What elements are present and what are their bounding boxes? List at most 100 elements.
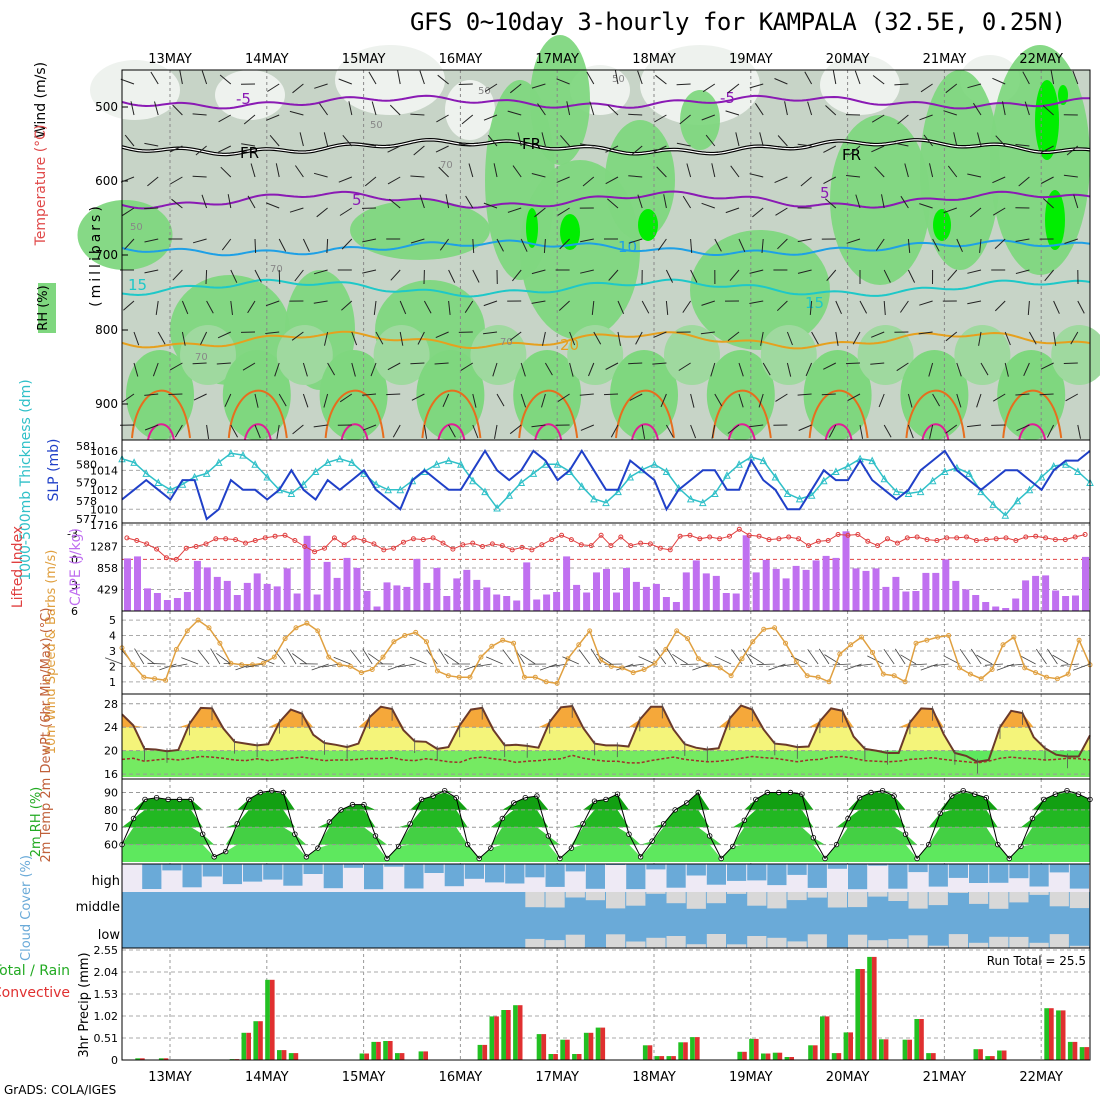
wind-barb-10m <box>539 663 558 671</box>
wind-barb <box>653 145 667 153</box>
thickness-point <box>928 476 937 485</box>
ylabel-slp: SLP (mb) <box>46 438 62 501</box>
wind-barb-10m <box>321 663 340 668</box>
slp-line <box>121 449 1091 521</box>
isotherm-plus25 <box>1002 389 1063 439</box>
thickness-point <box>517 478 526 486</box>
wind-barb <box>169 362 183 371</box>
wind-barb-10m <box>894 648 906 665</box>
wind-barb <box>1004 331 1011 346</box>
wind-barb-10m <box>943 655 960 665</box>
wind-barb <box>172 104 183 116</box>
cape-bar <box>573 584 581 611</box>
wind-barb <box>945 424 958 434</box>
wind-barb <box>399 300 407 315</box>
wind-barb-10m <box>1047 648 1058 665</box>
ylabel-cape: CAPE (J/kg) <box>68 528 84 606</box>
wind-barb <box>1024 101 1030 116</box>
cloud-high-bar <box>404 864 424 889</box>
wind-barb-10m <box>463 663 482 671</box>
boundary-layer-moist <box>760 325 817 385</box>
wind-barb <box>221 238 232 251</box>
wind-barb <box>294 269 304 282</box>
ylabel-wind: Wind (m/s) <box>33 62 49 138</box>
wind-barb-10m <box>197 649 210 665</box>
wind-barb <box>483 331 498 335</box>
wind-barb <box>254 238 257 254</box>
cape-bar <box>563 556 571 611</box>
wind-barb <box>752 207 764 218</box>
wind-barb <box>929 424 934 439</box>
wind-barb <box>362 269 377 274</box>
cloud-mid-gap <box>706 892 726 904</box>
cloud-low-gap <box>848 934 868 948</box>
wind-barb <box>410 362 425 365</box>
cloud-mid-gap <box>928 892 948 906</box>
ylabel-millibars: (millibars) <box>88 203 104 307</box>
cape-bar <box>1012 598 1020 611</box>
wind-barb-10m <box>562 656 579 665</box>
wind-barb-10m <box>756 663 775 666</box>
precip-convective-bar <box>269 979 275 1060</box>
wind-barb <box>608 269 619 281</box>
wind-barb <box>846 175 861 178</box>
wind-barb-10m <box>311 663 329 671</box>
precip-total-bar <box>973 1049 979 1060</box>
slp-tick-label: 1014 <box>90 464 118 477</box>
wind-barb <box>1077 300 1085 314</box>
cape-bar <box>413 558 421 611</box>
wind-barb <box>439 238 450 251</box>
wind-barb <box>242 362 256 371</box>
wind-barb <box>945 83 958 94</box>
cape-bar <box>972 595 980 611</box>
wind-barb <box>1016 424 1030 432</box>
wind-barb <box>397 70 401 85</box>
wind-barb <box>531 83 546 89</box>
li-point <box>134 538 140 543</box>
cloud-mid-gap <box>747 892 767 906</box>
wind-barb-10m <box>181 657 199 665</box>
wind-barb <box>227 194 232 209</box>
precip-tick-label: 1.02 <box>94 1010 119 1023</box>
li-point <box>341 542 347 548</box>
boundary-layer-moist <box>997 350 1066 440</box>
cape-bar <box>463 569 471 611</box>
wind-barb <box>157 331 166 345</box>
wind-barb <box>274 362 280 377</box>
contour-label: 50 <box>478 86 491 97</box>
contour-label: 50 <box>612 74 625 85</box>
wind-barb <box>152 362 159 377</box>
boundary-layer-moist <box>706 350 775 440</box>
wind-barb <box>265 300 280 307</box>
wind-barb-10m <box>520 653 536 665</box>
wind-barb <box>531 269 546 275</box>
wind-barb <box>605 145 619 153</box>
wind-barb <box>1022 71 1030 85</box>
wind-barb <box>797 143 812 147</box>
wind-barb <box>631 145 643 156</box>
isotherm-plus25 <box>421 389 482 439</box>
precip-total-bar <box>820 1016 825 1060</box>
cloud-high-bar <box>283 864 303 886</box>
wind-speed-line <box>121 619 1091 685</box>
wind-barb <box>174 424 183 438</box>
wind-barb <box>537 103 546 116</box>
wind-barb <box>122 207 135 217</box>
cape-bar <box>712 575 720 611</box>
precip-convective-bar <box>824 1016 830 1060</box>
thickness-point <box>771 472 780 481</box>
cape-tick-label: 1716 <box>90 519 118 532</box>
wind-barb <box>956 393 962 408</box>
wind-barb <box>804 71 813 85</box>
wind-barb <box>580 424 594 431</box>
isotherm-plus25 <box>711 389 772 439</box>
precip-tick-label: 0.51 <box>94 1032 119 1045</box>
wind-barb <box>738 393 744 408</box>
precip-total-bar <box>678 1042 683 1060</box>
wind-tick-label: 1 <box>109 676 116 689</box>
wind-barb <box>654 114 667 123</box>
wind-barb <box>676 142 691 147</box>
isotherm-plus30 <box>147 423 175 441</box>
wind-barb-10m <box>844 663 862 671</box>
thickness-point <box>1001 511 1010 519</box>
